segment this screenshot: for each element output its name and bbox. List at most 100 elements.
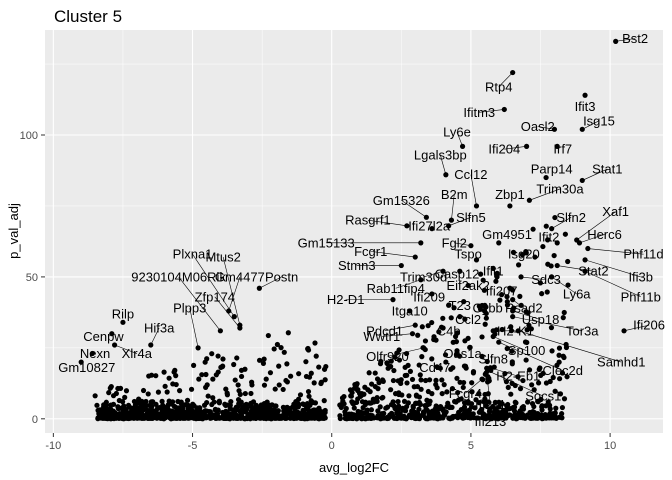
background-point <box>340 401 346 407</box>
point-gm4951 <box>496 240 502 246</box>
point-label: Cenpw <box>83 329 124 344</box>
leader-line <box>448 217 472 227</box>
background-point <box>409 376 416 383</box>
background-point <box>276 382 282 388</box>
leader-line <box>465 378 483 394</box>
background-point <box>127 415 133 421</box>
background-point <box>415 332 421 338</box>
background-point <box>384 360 390 366</box>
background-point <box>380 394 386 401</box>
point-label: Ifi213 <box>474 414 506 429</box>
background-point <box>547 406 553 412</box>
background-point <box>556 352 562 358</box>
background-point <box>404 372 410 378</box>
background-point <box>417 372 423 378</box>
point-label: Clec2d <box>543 363 583 378</box>
background-point <box>283 377 289 384</box>
leader-line <box>582 168 608 181</box>
background-point <box>400 407 406 413</box>
background-point <box>559 404 566 411</box>
background-point <box>138 413 144 419</box>
background-point <box>419 324 425 330</box>
background-point <box>229 412 235 418</box>
background-point <box>349 390 355 396</box>
background-point <box>220 356 226 362</box>
background-point <box>396 403 402 409</box>
background-point <box>501 415 507 421</box>
background-point <box>92 393 98 399</box>
background-point <box>394 415 400 422</box>
background-point <box>177 405 183 412</box>
background-point <box>274 412 280 418</box>
point-label: Plxna1 <box>173 247 213 262</box>
background-point <box>322 409 328 416</box>
point-label: Pdcd1 <box>366 323 403 338</box>
background-point <box>388 358 394 364</box>
background-point <box>504 302 511 308</box>
background-point <box>316 416 322 422</box>
x-tick-label: 5 <box>468 440 474 452</box>
background-point <box>263 376 269 382</box>
background-point <box>454 375 460 381</box>
background-point <box>215 415 221 421</box>
background-point <box>528 415 534 421</box>
point-ifi209 <box>429 291 435 297</box>
background-point <box>413 392 420 398</box>
leader-line <box>615 38 636 42</box>
background-point <box>388 387 394 393</box>
point-label: Slfn8 <box>478 352 508 367</box>
background-point <box>424 402 431 408</box>
background-point <box>500 408 506 414</box>
background-point <box>526 367 533 373</box>
background-point <box>359 391 365 397</box>
background-point <box>388 363 394 370</box>
background-point <box>390 377 397 384</box>
point-label: 9230104M06Rik <box>131 269 226 284</box>
leader-line <box>582 120 600 130</box>
background-point <box>510 404 516 411</box>
background-point <box>207 412 213 418</box>
chart-title: Cluster 5 <box>54 7 122 26</box>
background-point <box>243 403 249 409</box>
background-point <box>364 407 370 413</box>
background-point <box>354 416 360 422</box>
background-point <box>492 399 498 406</box>
background-point <box>406 393 412 399</box>
point-oas1a <box>454 348 460 354</box>
leader-line <box>222 256 241 326</box>
background-point <box>499 292 505 298</box>
point-gm10827 <box>78 359 84 365</box>
background-point <box>485 399 491 405</box>
background-point <box>411 384 417 390</box>
background-point <box>513 400 519 406</box>
point-label: Postn <box>265 269 298 284</box>
point-label: Nexn <box>80 346 110 361</box>
background-point <box>280 386 286 393</box>
point-label: B2m <box>441 187 468 202</box>
background-point <box>95 416 101 422</box>
background-point <box>99 415 105 421</box>
background-point <box>494 414 500 420</box>
point-isg20 <box>532 254 538 260</box>
background-point <box>418 377 424 383</box>
background-point <box>448 315 454 321</box>
background-point <box>238 412 245 418</box>
background-point <box>441 382 447 388</box>
background-point <box>260 360 267 366</box>
background-point <box>552 214 558 221</box>
point-label: Ifitm3 <box>463 105 495 120</box>
background-point <box>476 303 482 309</box>
background-point <box>519 252 525 258</box>
leader-line <box>584 270 641 298</box>
point-label: Fcgr4 <box>449 386 482 401</box>
point-label: Phf11b <box>621 289 661 304</box>
background-point <box>561 309 567 316</box>
background-point <box>442 352 449 358</box>
point-label: Slfn2 <box>556 210 586 225</box>
leader-line <box>487 370 544 397</box>
background-point <box>536 366 542 372</box>
background-point <box>391 367 397 374</box>
background-point <box>281 408 287 414</box>
background-point <box>493 278 499 284</box>
background-point <box>424 397 430 403</box>
